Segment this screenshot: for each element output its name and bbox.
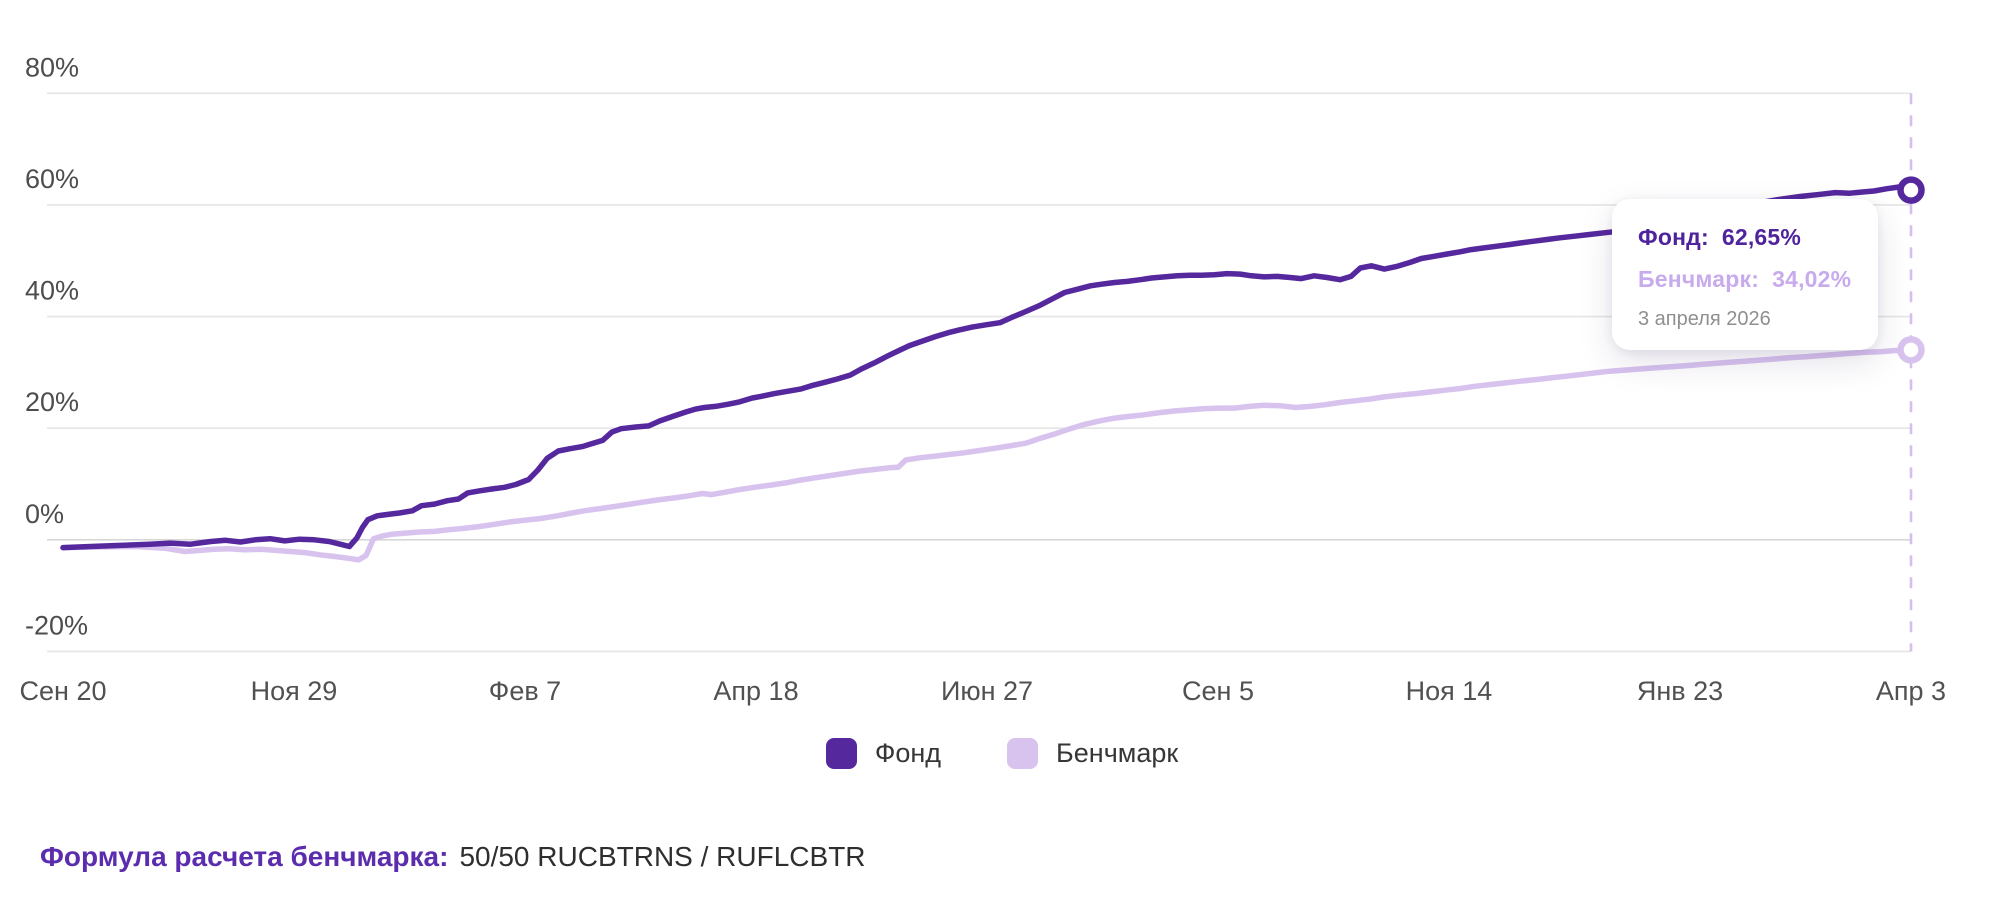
legend-fund-label: Фонд (874, 738, 942, 768)
chart-tooltip: Фонд: 62,65% Бенчмарк: 34,02% 3 апреля 202… (1612, 199, 1878, 350)
tooltip-benchmark-label: Бенчмарк: (1638, 266, 1760, 292)
fund-line (60, 184, 1914, 551)
legend-benchmark-label: Бенчмарк (1056, 738, 1179, 768)
tooltip-fund-row: Фонд: 62,65% (1638, 224, 1852, 251)
x-tick-label: Сен 20 (20, 676, 107, 706)
x-tick-label: Сен 5 (1182, 676, 1254, 706)
benchmark-line (60, 347, 1914, 563)
y-tick-label: 60% (25, 164, 79, 194)
fund-swatch-icon (825, 738, 857, 769)
x-tick-label: Ноя 14 (1406, 676, 1493, 706)
y-tick-label: 20% (25, 387, 79, 417)
tooltip-date: 3 апреля 2026 (1638, 308, 1771, 330)
benchmark-swatch-icon (1007, 738, 1039, 769)
tooltip-fund-label: Фонд: (1638, 224, 1709, 250)
x-tick-label: Июн 27 (941, 676, 1033, 706)
chart-legend: Фонд Бенчмарк (0, 738, 2004, 769)
x-tick-label: Апр 3 (1876, 676, 1946, 706)
benchmark-formula-value: 50/50 RUCBTRNS / RUFLCBTR (459, 841, 866, 872)
y-tick-label: 40% (25, 276, 79, 306)
benchmark-endpoint-marker (1897, 336, 1925, 364)
x-tick-label: Янв 23 (1637, 676, 1723, 706)
legend-item-fund[interactable]: Фонд (825, 738, 942, 769)
tooltip-fund-value: 62,65% (1721, 224, 1802, 250)
benchmark-formula: Формула расчета бенчмарка: 50/50 RUCBTRNS… (40, 841, 866, 873)
tooltip-benchmark-row: Бенчмарк: 34,02% (1638, 266, 1852, 293)
fund-endpoint-marker (1897, 176, 1925, 204)
x-tick-label: Ноя 29 (251, 676, 338, 706)
y-tick-label: -20% (25, 610, 88, 640)
legend-item-benchmark[interactable]: Бенчмарк (1007, 738, 1178, 769)
benchmark-formula-label: Формула расчета бенчмарка: (40, 841, 449, 872)
y-tick-label: 0% (25, 499, 64, 529)
tooltip-benchmark-value: 34,02% (1772, 266, 1852, 292)
y-tick-label: 80% (25, 52, 79, 82)
x-tick-label: Апр 18 (713, 676, 798, 706)
x-tick-label: Фев 7 (489, 676, 561, 706)
